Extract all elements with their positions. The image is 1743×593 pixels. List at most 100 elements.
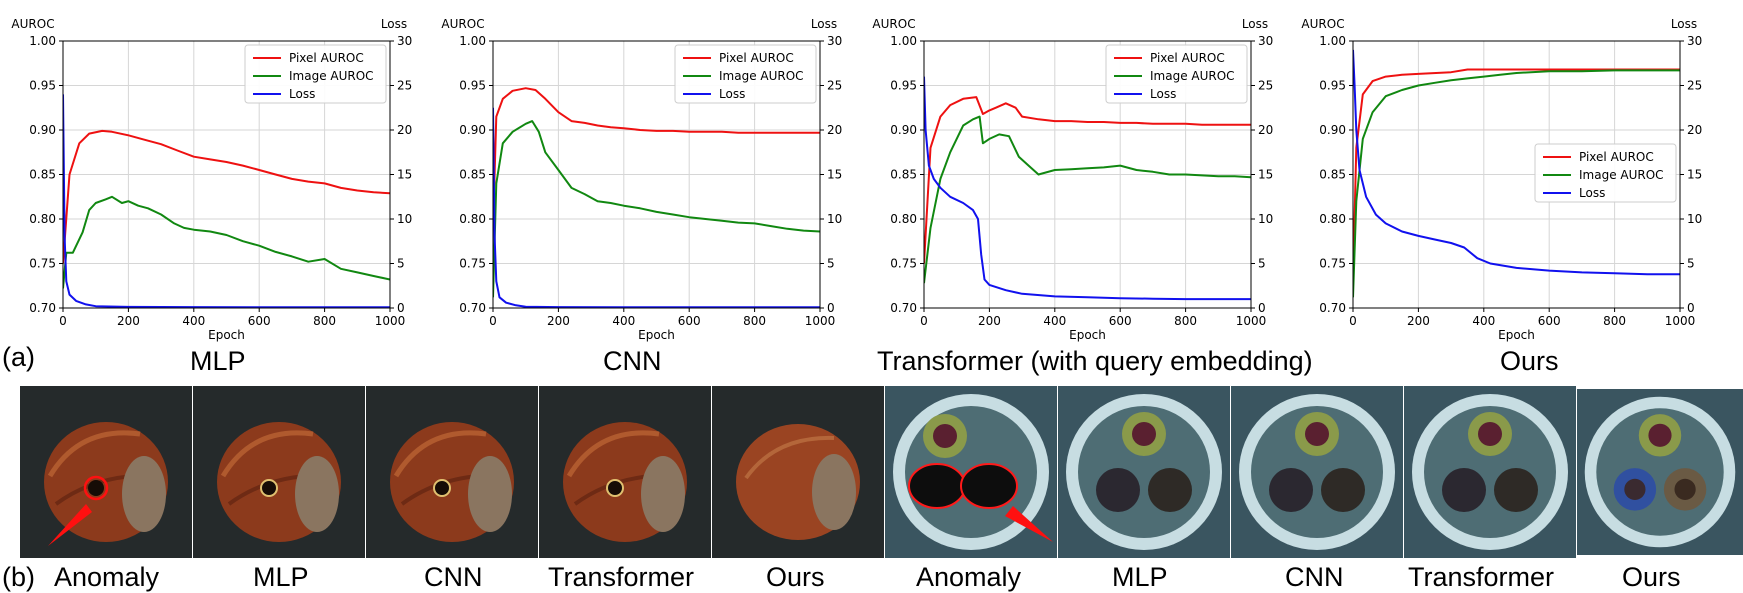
- series-line-image-auroc: [493, 120, 820, 298]
- legend-label: Image AUROC: [719, 69, 804, 83]
- y-tick-left-label: 0.85: [1319, 168, 1346, 182]
- y-tick-right-label: 15: [827, 168, 842, 182]
- y-tick-left-label: 0.70: [890, 301, 917, 315]
- y-tick-left-label: 0.70: [1319, 301, 1346, 315]
- cable-mlp-image: [1058, 386, 1230, 558]
- y-axis-left-label: AUROC: [441, 17, 484, 31]
- x-tick-label: 1000: [805, 314, 836, 328]
- y-tick-left-label: 1.00: [890, 34, 917, 48]
- x-tick-label: 1000: [1236, 314, 1267, 328]
- chart-caption-ours: Ours: [1500, 346, 1559, 376]
- y-tick-left-label: 0.90: [29, 123, 56, 137]
- hazelnut-transformer-image: [539, 386, 711, 558]
- y-tick-right-label: 25: [397, 79, 412, 93]
- legend-box: [674, 44, 817, 104]
- y-tick-left-label: 1.00: [1319, 34, 1346, 48]
- legend: Pixel AUROC Image AUROC Loss: [244, 44, 387, 104]
- x-tick-label: 800: [1603, 314, 1626, 328]
- legend-box: [1105, 44, 1248, 104]
- x-tick-label: 1000: [1665, 314, 1696, 328]
- image-caption-cable-transformer: Transformer: [1408, 562, 1555, 592]
- y-axis-right-label: Loss: [1671, 17, 1697, 31]
- x-tick-label: 600: [1538, 314, 1561, 328]
- image-caption-hazelnut-ours: Ours: [766, 562, 825, 592]
- x-tick-label: 200: [978, 314, 1001, 328]
- y-tick-right-label: 0: [1687, 301, 1695, 315]
- y-tick-left-label: 0.75: [29, 257, 56, 271]
- x-tick-label: 200: [117, 314, 140, 328]
- x-tick-label: 400: [1472, 314, 1495, 328]
- y-tick-right-label: 0: [1258, 301, 1266, 315]
- series-line-pixel-auroc: [63, 129, 390, 264]
- x-tick-label: 0: [920, 314, 928, 328]
- chart-3: 0 200 400 600 800 10000.700.750.800.850.900.9…: [1301, 17, 1702, 342]
- y-tick-right-label: 5: [1258, 257, 1266, 271]
- hazelnut-ours-image: [712, 386, 884, 558]
- training-curves-panel: 0 200 400 600 800 10000.700.750.800.850.900.9…: [11, 17, 1702, 342]
- series-line-pixel-auroc: [924, 96, 1251, 264]
- chart-1: 0 200 400 600 800 10000.700.750.800.850.900.9…: [441, 17, 842, 342]
- y-axis-left-label: AUROC: [1301, 17, 1344, 31]
- x-tick-label: 0: [1349, 314, 1357, 328]
- image-caption-hazelnut-cnn: CNN: [424, 562, 483, 592]
- image-caption-cable-cnn: CNN: [1285, 562, 1344, 592]
- x-tick-label: 200: [1407, 314, 1430, 328]
- legend-label: Loss: [1579, 186, 1605, 200]
- y-tick-right-label: 15: [397, 168, 412, 182]
- y-tick-right-label: 25: [1258, 79, 1273, 93]
- y-tick-left-label: 0.75: [1319, 257, 1346, 271]
- chart-caption-cnn: CNN: [603, 346, 662, 376]
- y-tick-right-label: 5: [397, 257, 405, 271]
- y-tick-left-label: 0.90: [1319, 123, 1346, 137]
- series-line-loss: [63, 94, 390, 308]
- legend: Pixel AUROC Image AUROC Loss: [1105, 44, 1248, 104]
- legend-label: Image AUROC: [1579, 168, 1664, 182]
- hazelnut-cnn-image: [366, 386, 538, 558]
- y-tick-right-label: 25: [1687, 79, 1702, 93]
- y-tick-left-label: 0.70: [29, 301, 56, 315]
- chart-2: 0 200 400 600 800 10000.700.750.800.850.900.9…: [872, 17, 1273, 342]
- legend-label: Loss: [719, 87, 745, 101]
- legend-label: Pixel AUROC: [1579, 150, 1654, 164]
- y-tick-right-label: 30: [397, 34, 412, 48]
- legend-box: [244, 44, 387, 104]
- y-tick-left-label: 0.75: [890, 257, 917, 271]
- x-tick-label: 400: [1043, 314, 1066, 328]
- y-tick-right-label: 30: [827, 34, 842, 48]
- part-a-tag: (a): [2, 342, 35, 372]
- y-tick-left-label: 0.80: [29, 212, 56, 226]
- y-tick-left-label: 0.90: [890, 123, 917, 137]
- image-caption-hazelnut-mlp: MLP: [253, 562, 309, 592]
- y-axis-left-label: AUROC: [11, 17, 54, 31]
- y-tick-left-label: 0.90: [459, 123, 486, 137]
- legend-label: Image AUROC: [1150, 69, 1235, 83]
- y-tick-right-label: 0: [827, 301, 835, 315]
- cable-ours-image: [1577, 386, 1743, 558]
- x-axis-label: Epoch: [638, 328, 675, 342]
- x-tick-label: 800: [1174, 314, 1197, 328]
- legend-label: Loss: [289, 87, 315, 101]
- y-tick-right-label: 30: [1258, 34, 1273, 48]
- y-tick-left-label: 0.75: [459, 257, 486, 271]
- legend: Pixel AUROC Image AUROC Loss: [1534, 143, 1677, 203]
- part-b-tag: (b): [2, 562, 35, 592]
- image-caption-cable-ours: Ours: [1622, 562, 1681, 592]
- y-axis-left-label: AUROC: [872, 17, 915, 31]
- chart-caption-transformer: Transformer (with query embedding): [877, 346, 1313, 376]
- y-tick-right-label: 20: [1687, 123, 1702, 137]
- y-tick-left-label: 0.80: [890, 212, 917, 226]
- image-caption-hazelnut-anomaly: Anomaly: [54, 562, 160, 592]
- chart-caption-mlp: MLP: [190, 346, 246, 376]
- y-tick-right-label: 30: [1687, 34, 1702, 48]
- x-tick-label: 0: [489, 314, 497, 328]
- cable-anomaly-image: [885, 386, 1057, 558]
- y-tick-left-label: 0.85: [29, 168, 56, 182]
- legend-box: [1534, 143, 1677, 203]
- y-tick-left-label: 0.80: [459, 212, 486, 226]
- series-line-pixel-auroc: [493, 87, 820, 228]
- x-tick-label: 800: [743, 314, 766, 328]
- y-tick-right-label: 10: [397, 212, 412, 226]
- y-tick-right-label: 10: [827, 212, 842, 226]
- cable-cnn-image: [1231, 386, 1403, 558]
- y-tick-left-label: 1.00: [29, 34, 56, 48]
